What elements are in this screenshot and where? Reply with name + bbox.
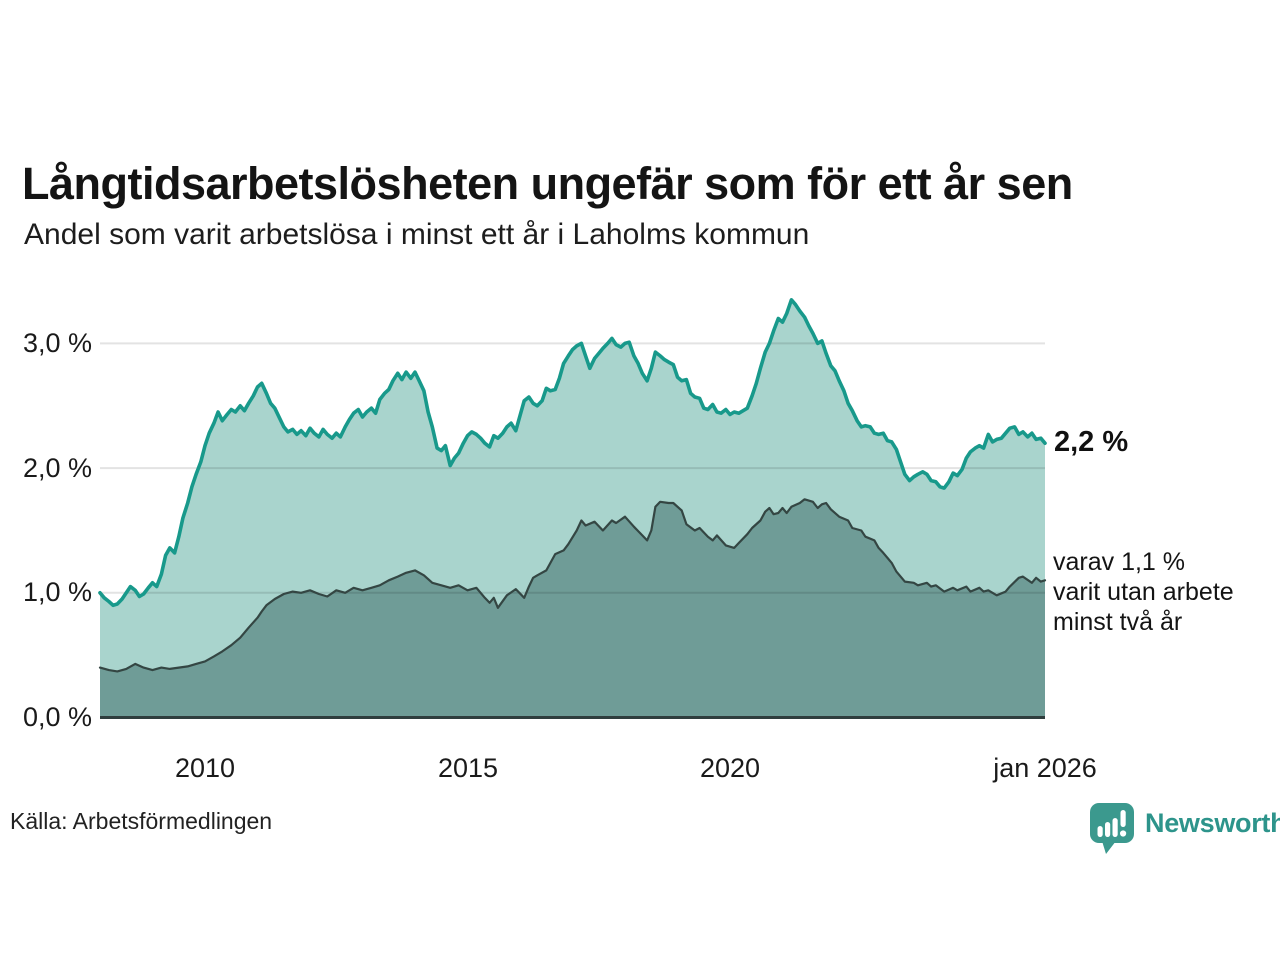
- x-axis-tick-label: 2020: [699, 753, 761, 783]
- newsworthy-logo-text: Newsworthy: [1145, 808, 1280, 838]
- logo-exclamation-dot: [1120, 830, 1127, 837]
- y-axis-tick-label: 1,0 %: [22, 577, 92, 607]
- logo-bar-2: [1105, 822, 1111, 837]
- y-axis-tick-label: 2,0 %: [22, 453, 92, 483]
- source-caption: Källa: Arbetsförmedlingen: [10, 808, 273, 834]
- line-total: [98, 298, 1047, 608]
- chart-subtitle: Andel som varit arbetslösa i minst ett å…: [24, 218, 810, 251]
- secondary-annotation-line-2: varit utan arbete: [1053, 578, 1234, 606]
- secondary-annotation-line-3: minst två år: [1053, 608, 1183, 636]
- secondary-annotation: varav 1,1 % varit utan arbete minst två …: [1053, 547, 1234, 637]
- chart-series-lines: [98, 298, 1047, 673]
- line-two-years: [98, 498, 1047, 673]
- y-axis-tick-label: 0,0 %: [22, 702, 92, 732]
- chart-title: Långtidsarbetslösheten ungefär som för e…: [22, 158, 1073, 210]
- area-two-years: [100, 499, 1045, 718]
- logo-bar-3: [1112, 818, 1118, 837]
- newsworthy-logo-icon: [1090, 803, 1134, 854]
- x-axis-tick-label: 2010: [174, 753, 236, 783]
- latest-value-label: 2,2 %: [1054, 426, 1129, 458]
- logo-exclamation-bar: [1120, 810, 1126, 827]
- secondary-annotation-line-1: varav 1,1 %: [1053, 548, 1186, 576]
- newsworthy-logo[interactable]: Newsworthy: [1088, 801, 1280, 854]
- y-axis-tick-label: 3,0 %: [22, 328, 92, 358]
- logo-bar-1: [1097, 826, 1103, 837]
- chart-area-fills: [100, 299, 1045, 718]
- chart-gridlines: [100, 342, 1045, 594]
- x-axis-tick-label: jan 2026: [993, 753, 1097, 783]
- x-axis-tick-label: 2015: [437, 753, 499, 783]
